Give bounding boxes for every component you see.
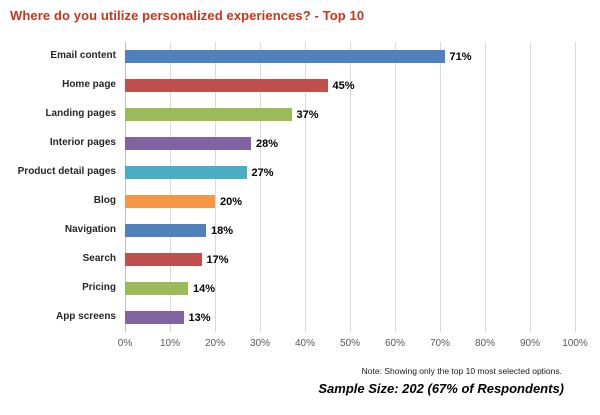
bar — [125, 311, 184, 324]
gridline — [440, 42, 441, 332]
x-tick-label: 10% — [159, 338, 181, 349]
chart-row: 45% — [125, 71, 575, 100]
category-label: Home page — [62, 79, 116, 91]
bar — [125, 79, 328, 92]
bar — [125, 108, 292, 121]
category-label: App screens — [55, 311, 116, 323]
value-label: 18% — [211, 224, 234, 237]
chart-row: 20% — [125, 187, 575, 216]
gridline — [530, 42, 531, 332]
x-tick-label: 80% — [474, 338, 496, 349]
category-label: Product detail pages — [17, 166, 116, 178]
value-label: 37% — [296, 108, 319, 121]
chart-row: 28% — [125, 129, 575, 158]
x-tick-label: 70% — [429, 338, 451, 349]
value-label: 13% — [188, 311, 211, 324]
value-label: 14% — [193, 282, 216, 295]
gridlines — [125, 42, 576, 332]
bar — [125, 224, 206, 237]
chart-row: 27% — [125, 158, 575, 187]
plot-area: Email content Home page Landing pages Inter… — [8, 42, 588, 354]
value-label: 17% — [206, 253, 229, 266]
category-label: Pricing — [82, 282, 116, 294]
category-label: Interior pages — [49, 137, 116, 149]
x-axis: 0% 10% 20% 30% 40% 50% 60% 70% 80% 90% 100% — [118, 338, 588, 354]
bar — [125, 166, 247, 179]
gridline — [305, 42, 306, 332]
bars-area: 71% 45% 37% 28% 27% 20% 18% 17% 14% 13% 0% 10% 20% 3… — [118, 42, 588, 354]
gridline — [215, 42, 216, 332]
gridline — [575, 42, 576, 332]
chart-row: 14% — [125, 274, 575, 303]
bar-rows: 71% 45% 37% 28% 27% 20% 18% 17% 14% 13% — [125, 42, 575, 332]
bar — [125, 50, 445, 63]
gridline — [170, 42, 171, 332]
x-tick-label: 90% — [519, 338, 541, 349]
gridline — [125, 42, 126, 332]
chart-row: 37% — [125, 100, 575, 129]
bar — [125, 253, 202, 266]
gridline — [350, 42, 351, 332]
category-axis: Email content Home page Landing pages Inter… — [8, 42, 125, 354]
gridline — [260, 42, 261, 332]
gridline — [395, 42, 396, 332]
chart-note: Note: Showing only the top 10 most selec… — [361, 366, 562, 376]
x-tick-label: 40% — [294, 338, 316, 349]
value-label: 28% — [256, 137, 279, 150]
category-label: Email content — [50, 50, 116, 62]
value-label: 71% — [449, 50, 472, 63]
x-tick-label: 50% — [339, 338, 361, 349]
category-label: Landing pages — [45, 108, 116, 120]
x-tick-label: 60% — [384, 338, 406, 349]
value-label: 45% — [332, 79, 355, 92]
chart-title: Where do you utilize personalized experi… — [10, 8, 365, 23]
chart-row: 17% — [125, 245, 575, 274]
value-label: 20% — [220, 195, 243, 208]
chart-row: 13% — [125, 303, 575, 332]
category-label: Navigation — [64, 224, 116, 236]
x-tick-label: 30% — [249, 338, 271, 349]
chart-row: 71% — [125, 42, 575, 71]
bar — [125, 282, 188, 295]
x-tick-label: 20% — [204, 338, 226, 349]
sample-size-caption: Sample Size: 202 (67% of Respondents) — [318, 381, 564, 396]
gridline — [485, 42, 486, 332]
bar — [125, 195, 215, 208]
category-label: Blog — [93, 195, 116, 207]
x-tick-label: 0% — [117, 338, 133, 349]
chart-row: 18% — [125, 216, 575, 245]
value-label: 27% — [251, 166, 274, 179]
category-label: Search — [82, 253, 116, 265]
x-tick-label: 100% — [562, 338, 588, 349]
bar — [125, 137, 251, 150]
